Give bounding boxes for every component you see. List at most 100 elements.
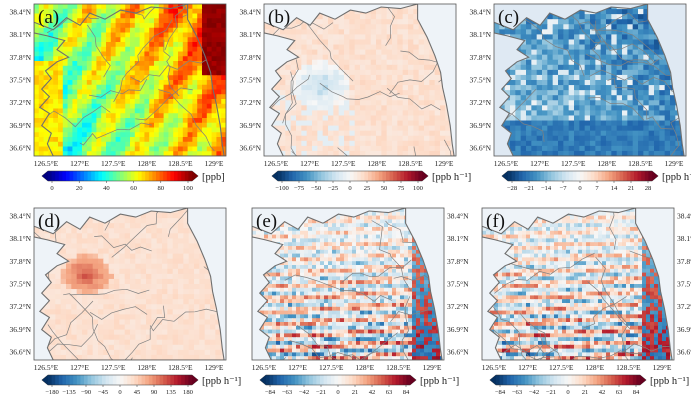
- lon-tick-label: 128°E: [137, 159, 156, 168]
- panel-label: (a): [38, 7, 59, 28]
- colorbar-max-arrow: [422, 171, 428, 181]
- colorbar-tick-label: 7: [595, 185, 599, 192]
- lon-tick-label: 127.5°E: [561, 159, 586, 168]
- colorbar-tick-label: 75: [398, 185, 405, 192]
- lat-tick-label: 37.2°N: [447, 302, 469, 311]
- colorbar-min-arrow: [272, 171, 278, 181]
- colorbar-tick-label: 21: [352, 389, 359, 396]
- colorbar-tick-label: 28: [645, 185, 652, 192]
- lat-tick-label: 38.1°N: [239, 30, 261, 39]
- colorbar-tick-label: 0: [566, 389, 570, 396]
- map-frame: [33, 3, 227, 157]
- colorbar-unit: [ppb h⁻¹]: [650, 376, 689, 387]
- lon-tick-label: 129°E: [653, 363, 672, 372]
- colorbar-tick-label: 21: [628, 185, 635, 192]
- lat-tick-label: 36.6°N: [9, 144, 31, 153]
- colorbar-tick-label: −45: [98, 389, 109, 396]
- lat-tick-label: 37.8°N: [447, 257, 469, 266]
- lat-tick-label: 36.6°N: [469, 144, 491, 153]
- colorbar: −84 −63 −42 −21 0 21 42 63 84: [489, 374, 647, 396]
- lat-tick-label: 38.1°N: [677, 234, 691, 243]
- colorbar-min-arrow: [490, 375, 496, 385]
- colorbar-max-arrow: [410, 375, 416, 385]
- lat-tick-label: 38.1°N: [469, 30, 491, 39]
- colorbar-tick-label: 42: [599, 389, 606, 396]
- colorbar-tick-label: −28: [507, 185, 518, 192]
- lat-tick-label: 36.9°N: [469, 121, 491, 130]
- lat-tick-label: 37.2°N: [677, 302, 691, 311]
- colorbar: 0 20 40 60 80 100: [41, 170, 199, 192]
- colorbar-tick-label: 84: [633, 389, 640, 396]
- panel-label: (c): [498, 7, 519, 28]
- colorbar-tick-label: −21: [546, 389, 556, 396]
- panel-b: (b) 38.4°N 38.1°N 37.8°N 37.5°N 37.2°N 36.9°N 3…: [230, 0, 471, 204]
- colorbar-tick-label: −90: [81, 389, 92, 396]
- lon-tick-label: 127°E: [518, 363, 537, 372]
- colorbar-tick-label: 0: [348, 185, 352, 192]
- colorbar-unit: [ppb h⁻¹]: [202, 376, 241, 387]
- coastline: [34, 208, 225, 360]
- colorbar-tick-label: 50: [381, 185, 388, 192]
- colorbar-tick-label: 45: [134, 389, 141, 396]
- colorbar: −180 −135 −90 −45 0 45 90 135 180: [41, 374, 199, 396]
- lon-tick-label: 127.5°E: [331, 159, 356, 168]
- lat-tick-label: 38.4°N: [9, 8, 31, 17]
- panel-e: (e) 38.4°N 38.1°N 37.8°N 37.5°N 37.2°N 36.9°N 3…: [230, 204, 469, 408]
- colorbar-tick-label: 84: [403, 389, 410, 396]
- colorbar-tick-label: 63: [386, 389, 393, 396]
- colorbar-tick-label: 100: [183, 185, 194, 192]
- lat-tick-label: 38.1°N: [9, 234, 31, 243]
- lon-tick-label: 127.5°E: [319, 363, 344, 372]
- coastline: [482, 208, 673, 360]
- colorbar-tick-label: 63: [616, 389, 623, 396]
- map-frame: [33, 207, 227, 361]
- colorbar-tick-label: 80: [158, 185, 165, 192]
- lon-tick-label: 126.5°E: [252, 363, 277, 372]
- colorbar-tick-label: 60: [130, 185, 137, 192]
- colorbar-tick-label: 100: [413, 185, 424, 192]
- colorbar-tick-label: −42: [529, 389, 539, 396]
- colorbar-tick-label: −14: [541, 185, 552, 192]
- colorbar-tick-label: −180: [45, 389, 59, 396]
- lat-tick-label: 36.9°N: [239, 121, 261, 130]
- colorbar-tick-label: −21: [524, 185, 534, 192]
- map-field: [264, 4, 456, 156]
- colorbar: −100 −75 −50 −25 0 25 50 75 100: [271, 170, 429, 192]
- lat-tick-label: 38.1°N: [447, 234, 469, 243]
- colorbar-tick-label: −84: [495, 389, 506, 396]
- lat-tick-label: 37.8°N: [469, 53, 491, 62]
- lon-tick-label: 127°E: [530, 159, 549, 168]
- map-frame: [493, 3, 687, 157]
- map-field: [34, 208, 226, 360]
- lat-tick-label: 37.2°N: [9, 302, 31, 311]
- lon-tick-label: 128°E: [367, 159, 386, 168]
- lat-tick-label: 37.8°N: [239, 53, 261, 62]
- coastline: [494, 4, 685, 156]
- colorbar-tick-label: 40: [103, 185, 110, 192]
- colorbar-tick-label: 14: [611, 185, 618, 192]
- lat-tick-label: 38.4°N: [677, 212, 691, 221]
- lat-tick-label: 37.5°N: [239, 76, 261, 85]
- lon-tick-label: 126.5°E: [494, 159, 519, 168]
- colorbar-tick-label: 42: [369, 389, 376, 396]
- lat-tick-label: 36.6°N: [9, 348, 31, 357]
- colorbar-tick-label: 0: [118, 389, 122, 396]
- panel-a: (a) 38.4°N 38.1°N 37.8°N 37.5°N 37.2°N 36.9°N 3…: [0, 0, 230, 204]
- lat-tick-label: 37.5°N: [469, 76, 491, 85]
- coastline: [252, 208, 443, 360]
- lon-tick-label: 127°E: [300, 159, 319, 168]
- lon-tick-label: 127.5°E: [101, 159, 126, 168]
- lon-tick-label: 128.5°E: [628, 159, 653, 168]
- colorbar-min-arrow: [502, 171, 508, 181]
- map-field: [482, 208, 674, 360]
- colorbar-min-arrow: [42, 375, 48, 385]
- lat-tick-label: 36.6°N: [447, 348, 469, 357]
- colorbar-tick-label: −7: [559, 185, 567, 192]
- lat-tick-label: 36.9°N: [9, 325, 31, 334]
- colorbar-tick-label: −63: [282, 389, 293, 396]
- colorbar-tick-label: −21: [316, 389, 326, 396]
- panel-label: (d): [38, 211, 60, 232]
- lon-tick-label: 129°E: [423, 363, 442, 372]
- lon-tick-label: 126.5°E: [264, 159, 289, 168]
- lat-tick-label: 37.2°N: [469, 98, 491, 107]
